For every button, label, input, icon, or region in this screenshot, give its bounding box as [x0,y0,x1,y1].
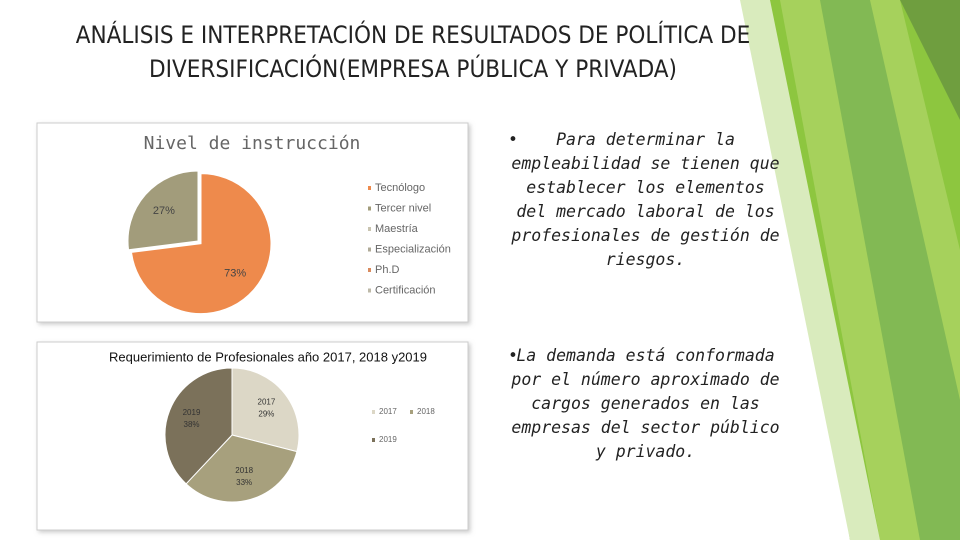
legend-swatch [368,206,371,211]
deco-stripe [900,0,960,120]
legend-label: Tercer nivel [375,202,431,214]
chart-title: Requerimiento de Profesionales año 2017,… [109,349,427,364]
legend-label: 2017 [379,407,397,416]
bullet: • La demanda está conformada por el númer… [508,346,780,461]
legend-label: Tecnólogo [375,182,425,194]
slice-category-label: 2017 [258,397,276,406]
legend-label: 2018 [417,407,435,416]
legend-swatch [372,438,375,442]
legend-label: Especialización [375,243,451,255]
slice-category-label: 2018 [235,466,253,475]
pie-slice [127,170,199,251]
legend-swatch [368,247,371,252]
slide-title: ANÁLISIS E INTERPRETACIÓN DE RESULTADOS … [75,21,751,83]
legend-label: Certificación [375,284,436,296]
legend-swatch [368,268,371,272]
slice-category-label: 2019 [183,408,201,417]
slice-value-label: 73% [224,268,246,280]
bullet-text: La demanda está conformada por el número… [511,346,780,461]
slice-value-label: 27% [153,205,175,217]
legend-label: Maestría [375,223,419,235]
bullet: • Para determinar la empleabilidad se tie… [508,130,780,269]
slice-value-label: 29% [258,409,274,418]
legend-label: 2019 [379,435,397,444]
legend-swatch [368,186,371,190]
bullet-text: Para determinar la empleabilidad se tien… [511,130,780,269]
legend-swatch [368,288,371,293]
legend-swatch [368,227,371,231]
slice-value-label: 38% [184,420,200,429]
pie-slice [130,173,272,315]
chart-title: Nivel de instrucción [144,133,361,154]
pie-slice [164,367,233,485]
pie-slice [185,434,298,503]
pie-slice [231,367,300,453]
deco-stripe [740,0,880,540]
slice-value-label: 33% [236,478,252,487]
legend-swatch [410,410,413,414]
legend-label: Ph.D [375,264,400,276]
deco-stripe [820,0,960,540]
legend-swatch [372,410,375,414]
